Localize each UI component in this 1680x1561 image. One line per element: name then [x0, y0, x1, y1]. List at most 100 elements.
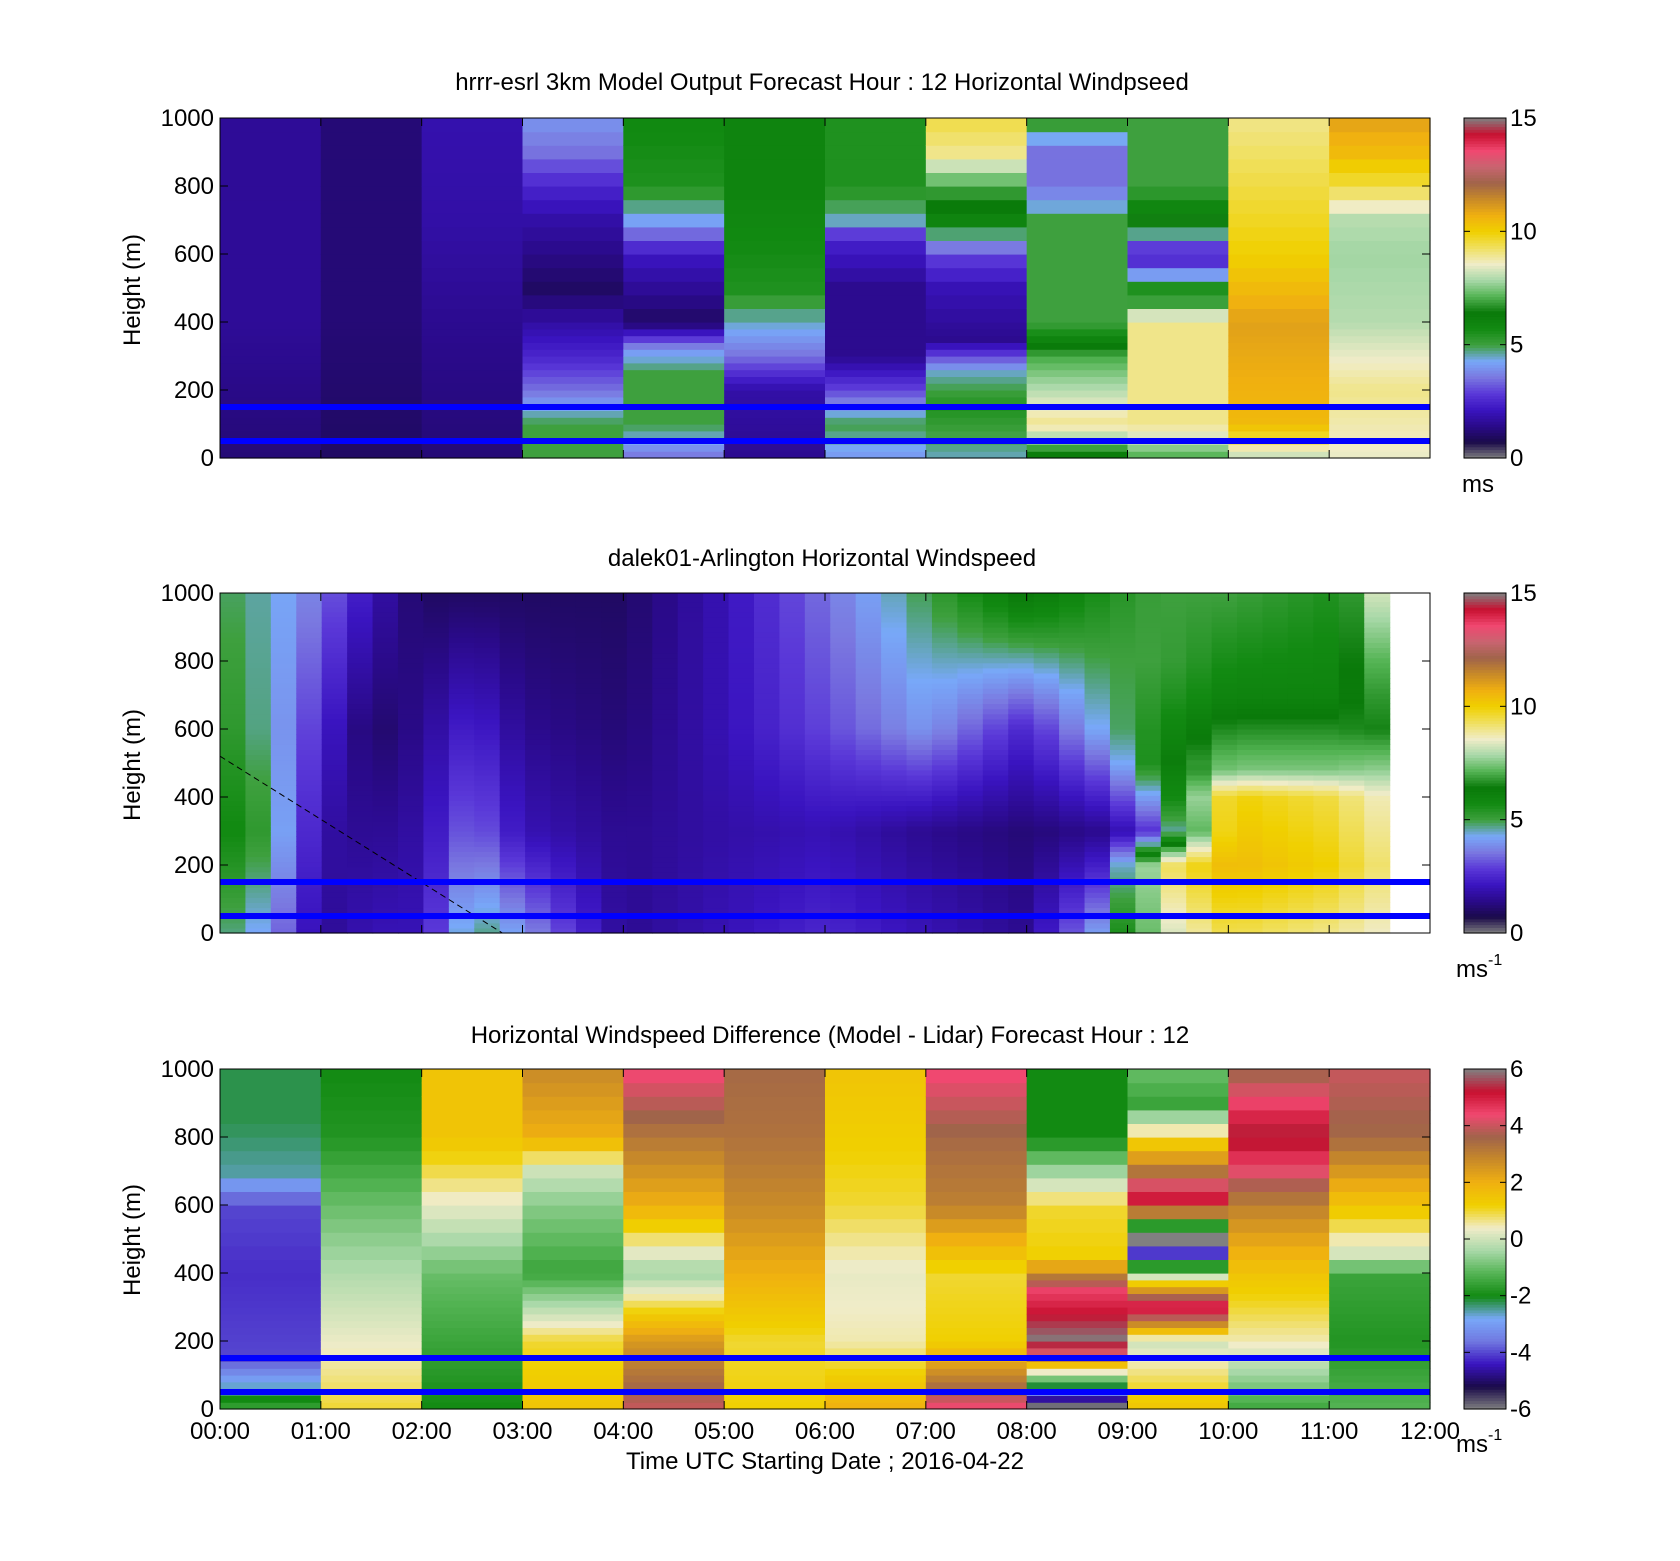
- heatmap-cell: [652, 611, 679, 618]
- colorbar-swatch: [1464, 1267, 1506, 1271]
- heatmap-cell: [1135, 667, 1162, 674]
- heatmap-cell: [525, 790, 552, 796]
- heatmap-cell: [779, 657, 806, 664]
- heatmap-cell: [522, 254, 624, 269]
- heatmap-cell: [1287, 922, 1314, 929]
- heatmap-cell: [1329, 430, 1431, 439]
- heatmap-cell: [1008, 759, 1035, 766]
- heatmap-cell: [525, 703, 552, 710]
- heatmap-cell: [448, 652, 475, 659]
- heatmap-cell: [448, 683, 475, 689]
- colorbar-tick-label: 5: [1510, 332, 1523, 359]
- heatmap-cell: [626, 718, 653, 725]
- colorbar-swatch: [1464, 259, 1506, 264]
- heatmap-cell: [982, 601, 1009, 608]
- heatmap-cell: [321, 688, 348, 694]
- heatmap-cell: [1059, 601, 1086, 608]
- heatmap-cell: [1211, 718, 1238, 725]
- heatmap-cell: [804, 734, 831, 740]
- heatmap-cell: [753, 713, 781, 720]
- heatmap-cell: [601, 851, 628, 858]
- heatmap-cell: [575, 892, 603, 898]
- heatmap-cell: [321, 703, 348, 710]
- heatmap-cell: [448, 780, 475, 786]
- heatmap-cell: [881, 688, 908, 694]
- colorbar-swatch: [1464, 452, 1506, 456]
- heatmap-cell: [1160, 616, 1187, 623]
- heatmap-cell: [1262, 693, 1289, 699]
- heatmap-cell: [1237, 627, 1264, 633]
- heatmap-cell: [1313, 611, 1340, 618]
- colorbar-tick-label: 15: [1510, 580, 1537, 607]
- colorbar-swatch: [1464, 714, 1506, 719]
- heatmap-cell: [220, 362, 322, 371]
- heatmap-cell: [421, 1381, 524, 1390]
- heatmap-cell: [1329, 1375, 1431, 1383]
- heatmap-cell: [220, 172, 322, 187]
- heatmap-cell: [245, 790, 272, 796]
- heatmap-cell: [1313, 667, 1340, 674]
- heatmap-cell: [623, 417, 725, 425]
- heatmap-cell: [703, 688, 730, 694]
- heatmap-cell: [499, 683, 526, 689]
- colorbar-swatch: [1464, 353, 1506, 357]
- colorbar-swatch: [1464, 191, 1506, 196]
- heatmap-cell: [982, 642, 1009, 648]
- heatmap-cell: [626, 907, 653, 914]
- heatmap-cell: [1364, 907, 1391, 914]
- colorbar-swatch: [1464, 1185, 1506, 1189]
- heatmap-cell: [525, 647, 552, 654]
- heatmap-cell: [1228, 226, 1330, 241]
- heatmap-cell: [982, 795, 1009, 801]
- heatmap-cell: [550, 907, 577, 914]
- heatmap-cell: [1338, 672, 1365, 679]
- heatmap-cell: [448, 739, 475, 745]
- heatmap-cell: [982, 907, 1009, 914]
- heatmap-cell: [677, 927, 704, 934]
- heatmap-cell: [245, 616, 272, 623]
- heatmap-cell: [448, 667, 475, 674]
- heatmap-cell: [575, 871, 603, 878]
- heatmap-cell: [855, 667, 882, 674]
- heatmap-cell: [728, 774, 755, 781]
- colorbar-swatch: [1464, 135, 1506, 139]
- heatmap-cell: [321, 754, 348, 761]
- heatmap-cell: [296, 851, 323, 858]
- colorbar-swatch: [1464, 873, 1506, 877]
- heatmap-cell: [677, 841, 704, 847]
- heatmap-cell: [245, 657, 272, 664]
- heatmap-cell: [1237, 621, 1264, 628]
- heatmap-cell: [779, 593, 806, 597]
- heatmap-cell: [1109, 657, 1136, 664]
- heatmap-cell: [925, 383, 1028, 391]
- heatmap-cell: [1186, 637, 1213, 643]
- heatmap-cell: [1135, 611, 1162, 618]
- heatmap-cell: [1186, 780, 1213, 786]
- heatmap-cell: [474, 790, 501, 796]
- heatmap-cell: [1237, 606, 1264, 613]
- heatmap-cell: [724, 362, 826, 371]
- heatmap-cell: [320, 1279, 423, 1288]
- heatmap-cell: [652, 887, 679, 893]
- heatmap-cell: [703, 698, 730, 705]
- heatmap-cell: [372, 790, 399, 796]
- heatmap-cell: [623, 1218, 725, 1233]
- heatmap-cell: [1228, 1232, 1330, 1247]
- heatmap-cell: [296, 887, 323, 893]
- heatmap-cell: [550, 892, 577, 898]
- heatmap-cell: [1237, 683, 1264, 689]
- heatmap-cell: [652, 769, 679, 776]
- heatmap-cell: [982, 703, 1009, 710]
- heatmap-cell: [1228, 1191, 1330, 1206]
- heatmap-cell: [626, 825, 653, 832]
- heatmap-cell: [1127, 213, 1229, 228]
- heatmap-cell: [1262, 606, 1289, 613]
- heatmap-cell: [703, 831, 730, 837]
- heatmap-cell: [320, 1109, 423, 1124]
- heatmap-cell: [1186, 713, 1213, 720]
- heatmap-cell: [728, 922, 755, 929]
- heatmap-cell: [550, 652, 577, 659]
- heatmap-cell: [321, 815, 348, 822]
- heatmap-cell: [220, 1347, 322, 1356]
- heatmap-cell: [957, 805, 984, 812]
